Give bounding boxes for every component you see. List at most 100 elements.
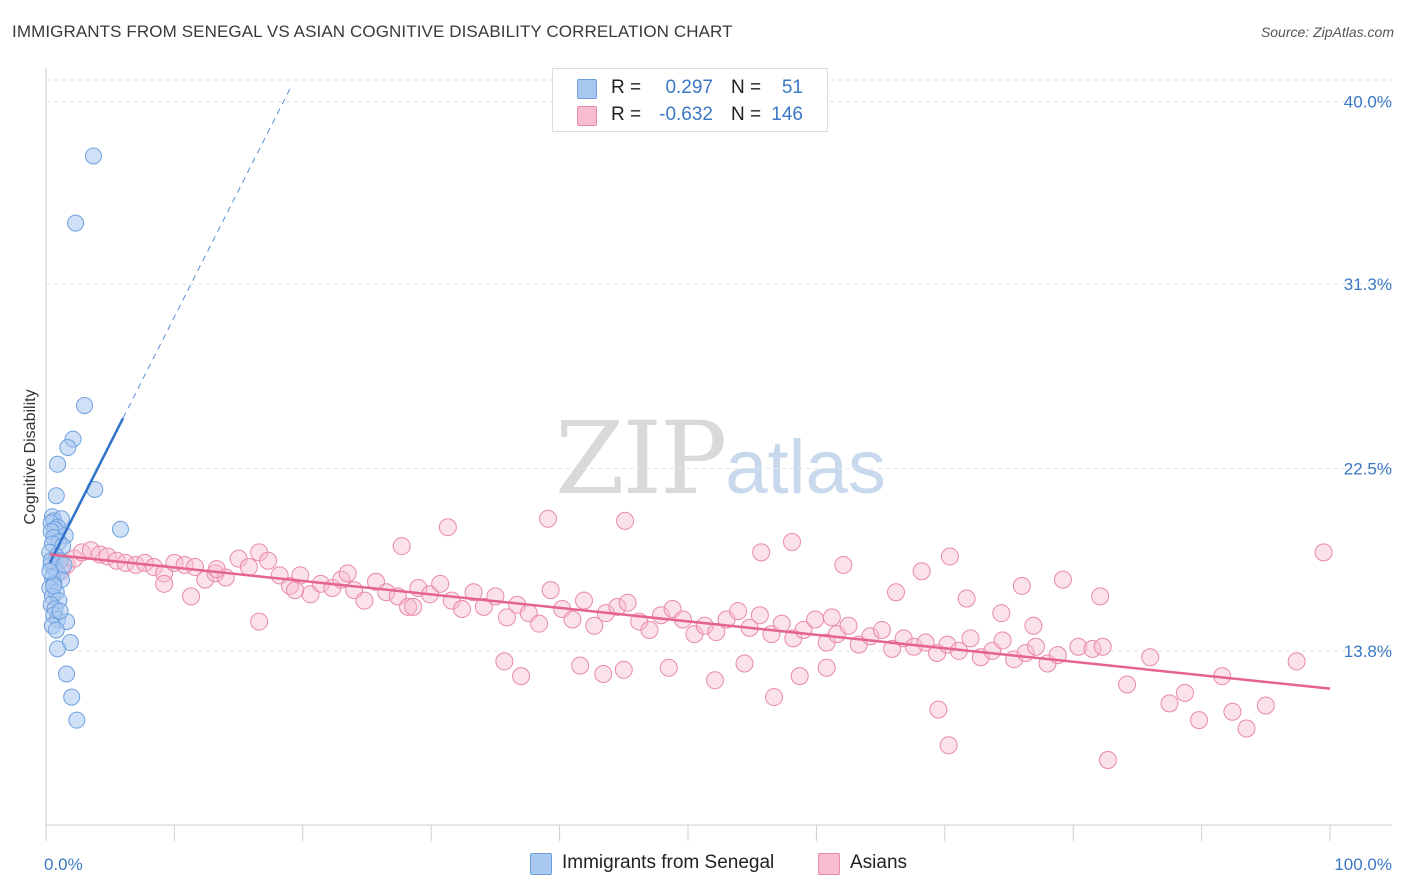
asians-point <box>790 667 809 686</box>
senegal-point <box>49 455 67 473</box>
legend-n-value: 146 <box>771 104 803 125</box>
y-tick-labels: 13.8% 22.5% 31.3% 40.0% <box>1344 92 1392 660</box>
asians-point <box>705 671 724 690</box>
asians-point <box>571 656 590 675</box>
y-tick-label-1: 22.5% <box>1344 459 1392 478</box>
asians-point <box>940 547 959 566</box>
senegal-trend-line <box>48 417 125 564</box>
asians-point <box>512 667 531 686</box>
source-label: Source: ZipAtlas.com <box>1260 24 1394 40</box>
asians-point <box>431 574 450 593</box>
asians-point <box>474 597 493 616</box>
asians-point <box>1287 652 1306 671</box>
senegal-trend-extension <box>122 88 291 419</box>
senegal-point <box>47 487 65 505</box>
asians-point <box>961 629 980 648</box>
legend-r-label: R = <box>611 104 642 125</box>
asians-point <box>608 597 627 616</box>
senegal-point <box>55 556 73 574</box>
chart-title: IMMIGRANTS FROM SENEGAL VS ASIAN COGNITI… <box>12 22 733 41</box>
asians-point <box>618 593 637 612</box>
senegal-point <box>63 688 81 706</box>
asians-point <box>497 608 516 627</box>
asians-point <box>438 518 457 537</box>
senegal-point <box>85 147 103 165</box>
asians-point <box>563 610 582 629</box>
asians-point <box>729 602 748 621</box>
asians-point <box>155 574 174 593</box>
asians-point <box>1256 696 1275 715</box>
asians-point <box>1237 719 1256 738</box>
legend-r-value: 0.297 <box>665 77 713 98</box>
asians-point <box>541 581 560 600</box>
asians-point <box>883 639 902 658</box>
senegal-point <box>51 602 69 620</box>
bottom-legend-label: Immigrants from Senegal <box>562 852 775 873</box>
asians-point <box>1053 570 1072 589</box>
asians-point <box>1093 637 1112 656</box>
legend-n-label: N = <box>731 77 762 98</box>
asians-point <box>817 658 836 677</box>
asians-point <box>1314 543 1333 562</box>
asians-point <box>912 562 931 581</box>
y-axis-label: Cognitive Disability <box>22 389 39 524</box>
legend-r-value: -0.632 <box>659 104 713 125</box>
watermark: ZIPatlas <box>555 400 886 517</box>
asians-point <box>887 583 906 602</box>
asians-point <box>239 558 258 577</box>
asians-point <box>1118 675 1137 694</box>
asians-point <box>453 599 472 618</box>
asians-point <box>1091 587 1110 606</box>
asians-point <box>399 597 418 616</box>
legend-swatch-blue <box>577 79 597 99</box>
asians-point <box>939 736 958 755</box>
asians-point <box>1026 637 1045 656</box>
asians-point <box>783 532 802 551</box>
watermark-zip: ZIP <box>555 400 727 517</box>
asians-point <box>614 660 633 679</box>
trend-lines <box>48 88 1331 690</box>
asians-point <box>250 612 269 631</box>
legend-n-label: N = <box>731 104 762 125</box>
asians-point <box>182 587 201 606</box>
senegal-points <box>41 147 129 729</box>
y-tick-label-0: 13.8% <box>1344 642 1392 661</box>
asians-point <box>594 665 613 683</box>
asians-point <box>392 537 411 556</box>
asians-point <box>834 555 853 574</box>
asians-point <box>822 608 841 627</box>
asians-point <box>1160 694 1179 713</box>
legend-r-label: R = <box>611 77 642 98</box>
asians-point <box>1190 711 1209 730</box>
x-tick-labels: 0.0% 100.0% <box>44 855 1392 874</box>
correlation-legend: R = 0.297 N = 51 R = -0.632 N = 146 <box>552 68 828 132</box>
asians-trend-line <box>49 553 1331 690</box>
legend-row-asians: R = -0.632 N = 146 <box>553 102 827 128</box>
asians-point <box>539 509 558 528</box>
asians-point <box>1098 750 1117 769</box>
y-tick-label-3: 40.0% <box>1344 92 1392 111</box>
asians-point <box>1175 683 1194 702</box>
axes <box>45 68 1392 841</box>
asians-point <box>585 616 604 635</box>
asians-point <box>530 614 549 633</box>
legend-row-senegal: R = 0.297 N = 51 <box>553 75 827 101</box>
senegal-point <box>68 711 86 729</box>
asians-point <box>377 583 396 602</box>
asians-point <box>1069 637 1088 656</box>
bottom-swatch-pink <box>818 853 840 875</box>
asians-points <box>47 509 1333 769</box>
senegal-point <box>76 397 94 415</box>
asians-point <box>616 511 635 530</box>
asians-point <box>929 700 948 719</box>
bottom-legend-label: Asians <box>850 852 908 873</box>
asians-point <box>735 654 754 673</box>
asians-point <box>993 631 1012 650</box>
legend-swatch-pink <box>577 106 597 126</box>
asians-point <box>1012 576 1031 595</box>
senegal-point <box>41 562 59 580</box>
asians-point <box>1024 616 1043 635</box>
asians-point <box>992 604 1011 623</box>
y-tick-label-2: 31.3% <box>1344 275 1392 294</box>
